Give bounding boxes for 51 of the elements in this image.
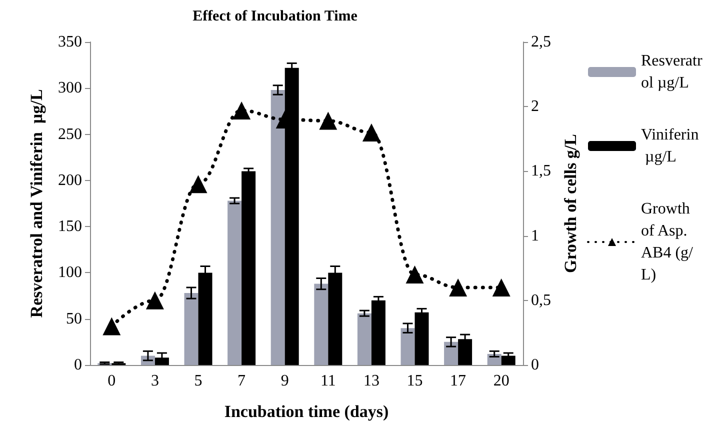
legend-label: Resveratrol µg/L bbox=[641, 52, 703, 92]
x-tick-label: 11 bbox=[320, 372, 336, 390]
y2-tick-label: 0,5 bbox=[531, 292, 551, 309]
y-tick-label: 100 bbox=[58, 264, 82, 282]
y-tick-label: 350 bbox=[58, 34, 82, 50]
y2-tick-label: 0 bbox=[531, 356, 539, 374]
bar bbox=[458, 339, 472, 365]
point bbox=[232, 101, 251, 120]
x-tick-label: 9 bbox=[280, 372, 289, 390]
bar bbox=[444, 342, 458, 365]
bar bbox=[228, 200, 242, 365]
bar bbox=[270, 90, 285, 365]
bar bbox=[414, 312, 429, 365]
x-tick-label: 7 bbox=[238, 372, 246, 390]
bar bbox=[371, 300, 386, 365]
point bbox=[449, 278, 468, 296]
y2-tick-label: 1 bbox=[531, 227, 539, 244]
x-tick-label: 17 bbox=[450, 372, 466, 390]
x-tick-label: 15 bbox=[406, 372, 423, 390]
y2-tick-label: 2 bbox=[531, 98, 539, 116]
point bbox=[319, 112, 338, 130]
x-tick-label: 20 bbox=[493, 372, 510, 390]
point bbox=[146, 291, 164, 310]
y-axis-title: Resveratrol and Viniferin µg/L bbox=[27, 89, 46, 318]
x-tick-label: 0 bbox=[108, 372, 116, 390]
point bbox=[362, 123, 380, 142]
x-axis-title: Incubation time (days) bbox=[224, 402, 389, 421]
legend-label: Viniferin µg/L bbox=[641, 126, 699, 166]
y-tick-label: 200 bbox=[58, 172, 82, 189]
y-tick-label: 250 bbox=[58, 126, 82, 143]
x-tick-label: 13 bbox=[363, 372, 380, 390]
bar bbox=[400, 328, 415, 365]
bar bbox=[184, 293, 198, 365]
y-tick-label: 50 bbox=[66, 310, 82, 328]
x-tick-label: 5 bbox=[194, 372, 202, 390]
point bbox=[102, 317, 121, 336]
y2-tick-label: 1,5 bbox=[531, 162, 551, 180]
y-tick-label: 0 bbox=[74, 356, 82, 374]
point bbox=[189, 175, 208, 194]
bar bbox=[314, 284, 328, 365]
chart-title: Effect of Incubation Time bbox=[192, 8, 358, 24]
y2-axis-title: Growth of cells g/L bbox=[560, 134, 580, 273]
point bbox=[492, 278, 510, 296]
y-tick-label: 300 bbox=[58, 80, 82, 97]
bar bbox=[242, 171, 256, 365]
bar bbox=[357, 313, 372, 365]
x-tick-label: 3 bbox=[150, 372, 159, 390]
legend-label: Growth of Asp. AB4 (g/L) bbox=[641, 200, 694, 284]
y-tick-label: 150 bbox=[58, 218, 82, 236]
point bbox=[406, 266, 424, 284]
y2-tick-label: 2,5 bbox=[531, 34, 551, 50]
